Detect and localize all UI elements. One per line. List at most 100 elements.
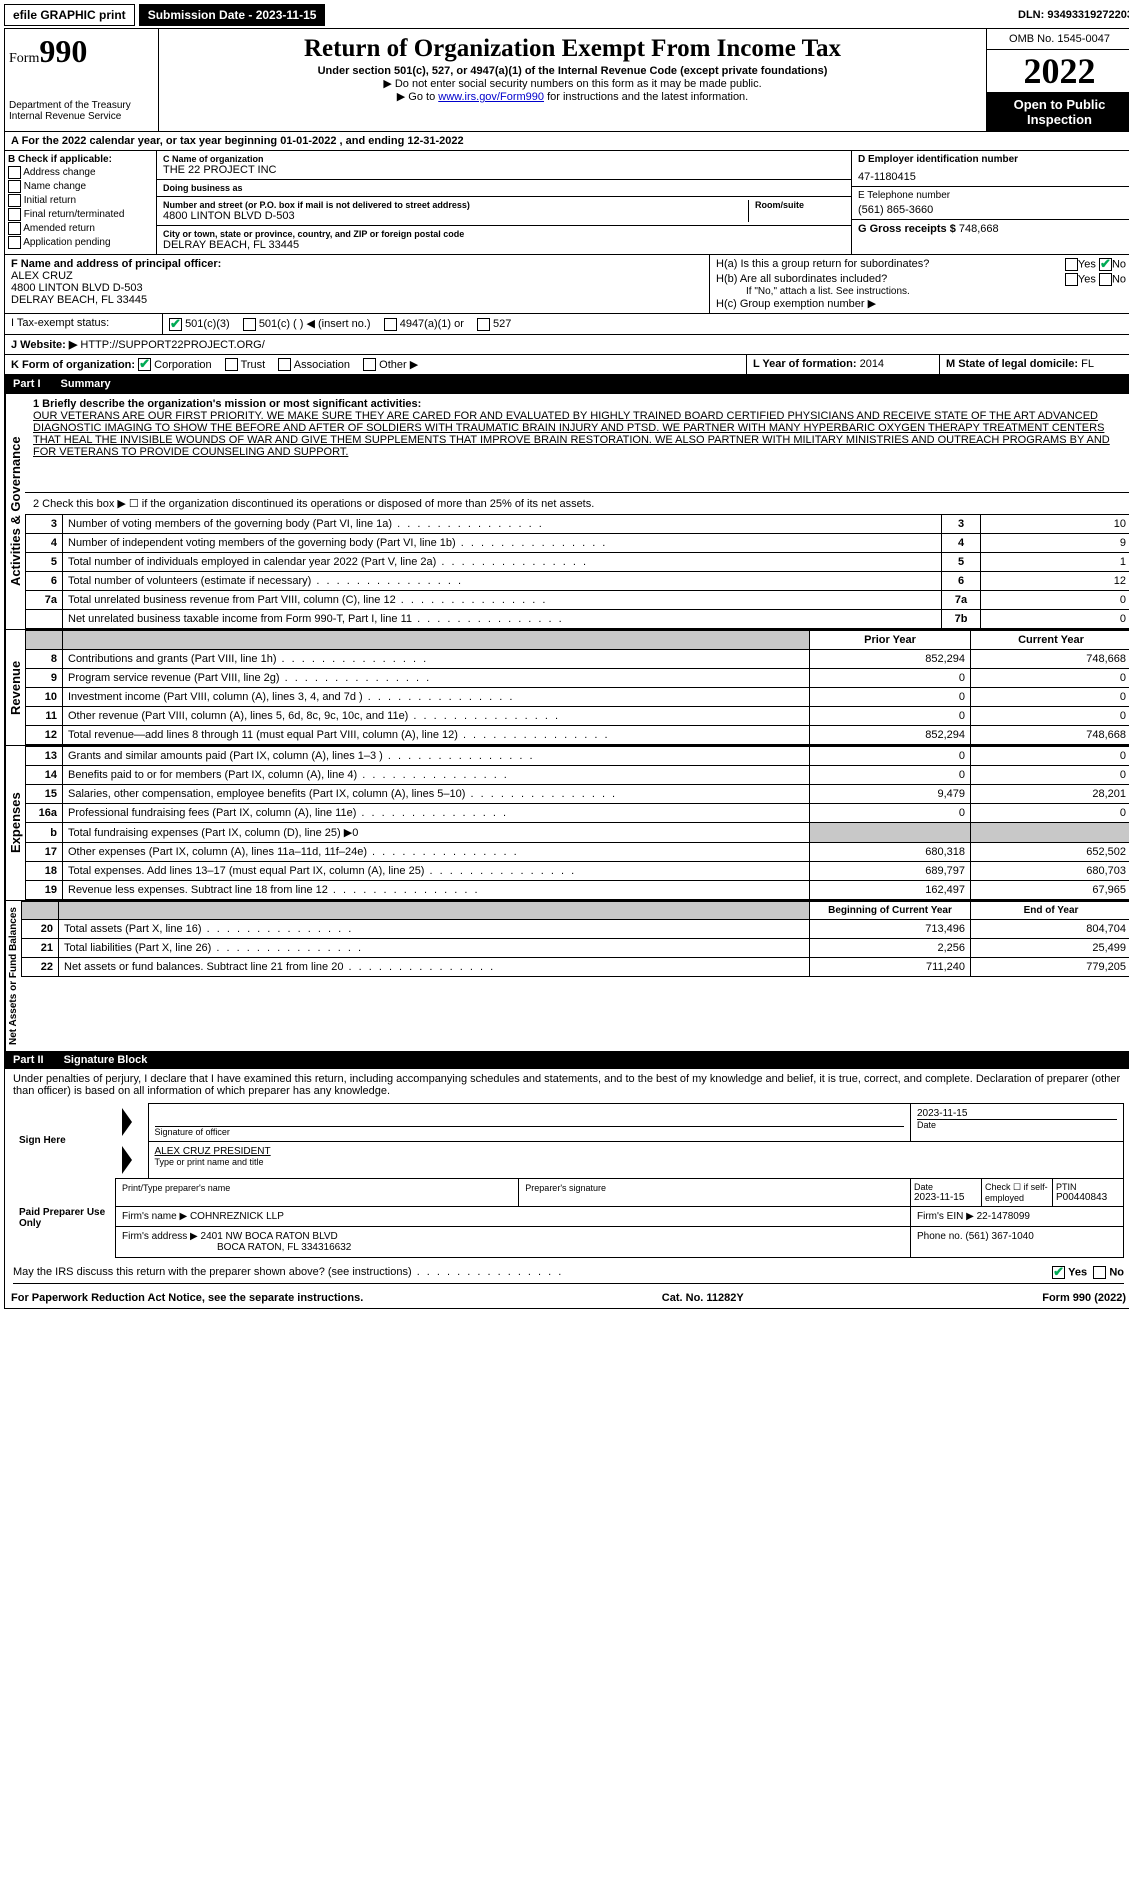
omb-number: OMB No. 1545-0047 (987, 29, 1129, 50)
cb-name-change[interactable]: Name change (8, 180, 153, 193)
revenue-table: Prior YearCurrent Year8Contributions and… (25, 630, 1129, 745)
sign-here-label: Sign Here (13, 1104, 116, 1179)
may-irs-text: May the IRS discuss this return with the… (13, 1266, 1052, 1279)
section-b-header: B Check if applicable: (8, 154, 153, 165)
officer-name-title: ALEX CRUZ PRESIDENT (155, 1146, 1118, 1157)
discuss-no[interactable] (1093, 1266, 1106, 1279)
open-inspection-badge: Open to Public Inspection (987, 93, 1129, 131)
officer-name: ALEX CRUZ (11, 270, 73, 282)
cb-amended[interactable]: Amended return (8, 222, 153, 235)
irs-link[interactable]: www.irs.gov/Form990 (438, 91, 544, 103)
prep-name-label: Print/Type preparer's name (122, 1183, 512, 1193)
hb-label: H(b) Are all subordinates included? (716, 273, 887, 286)
arrow-icon (122, 1108, 132, 1136)
cb-501c[interactable]: 501(c) ( ) ◀ (insert no.) (243, 318, 371, 330)
expenses-table: 13Grants and similar amounts paid (Part … (25, 746, 1129, 900)
irs-label: Internal Revenue Service (9, 111, 154, 122)
part1-title: Summary (61, 378, 111, 390)
prep-date-label: Date (914, 1182, 978, 1192)
cb-application-pending[interactable]: Application pending (8, 236, 153, 249)
ptin-value: P00440843 (1056, 1192, 1120, 1203)
submission-date-button[interactable]: Submission Date - 2023-11-15 (139, 4, 326, 26)
org-name: THE 22 PROJECT INC (163, 164, 845, 176)
form-title: Return of Organization Exempt From Incom… (163, 35, 982, 63)
pra-notice: For Paperwork Reduction Act Notice, see … (11, 1292, 363, 1304)
note-link: ▶ Go to www.irs.gov/Form990 for instruct… (163, 90, 982, 103)
date-label: Date (917, 1119, 1117, 1130)
cb-other[interactable]: Other ▶ (363, 359, 418, 371)
firm-phone: (561) 367-1040 (965, 1231, 1033, 1242)
ptin-label: PTIN (1056, 1182, 1120, 1192)
f-label: F Name and address of principal officer: (11, 258, 221, 270)
form-ref: Form 990 (2022) (1042, 1292, 1126, 1304)
part1-num: Part I (13, 378, 41, 390)
officer-addr2: DELRAY BEACH, FL 33445 (11, 294, 147, 306)
firm-ein-label: Firm's EIN ▶ (917, 1211, 974, 1222)
ha-label: H(a) Is this a group return for subordin… (716, 258, 929, 271)
mission-text: OUR VETERANS ARE OUR FIRST PRIORITY. WE … (33, 410, 1110, 458)
firm-addr2: BOCA RATON, FL 334316632 (122, 1242, 351, 1253)
governance-table: 3Number of voting members of the governi… (25, 514, 1129, 629)
hb-yes[interactable] (1065, 273, 1078, 286)
l-label: L Year of formation: (753, 358, 857, 370)
firm-name: COHNREZNICK LLP (190, 1211, 284, 1222)
l2-text: 2 Check this box ▶ ☐ if the organization… (25, 492, 1129, 514)
sig-officer-label: Signature of officer (155, 1126, 905, 1137)
addr-label: Number and street (or P.O. box if mail i… (163, 200, 748, 210)
ein-label: D Employer identification number (858, 154, 1126, 165)
period-row: A For the 2022 calendar year, or tax yea… (5, 132, 1129, 151)
cb-trust[interactable]: Trust (225, 359, 266, 371)
cb-527[interactable]: 527 (477, 318, 511, 330)
firm-phone-label: Phone no. (917, 1231, 963, 1242)
dept-label: Department of the Treasury (9, 100, 154, 111)
cb-4947[interactable]: 4947(a)(1) or (384, 318, 464, 330)
paid-preparer-label: Paid Preparer Use Only (13, 1178, 116, 1257)
discuss-yes[interactable] (1052, 1266, 1065, 1279)
self-employed[interactable]: Check ☐ if self-employed (982, 1179, 1053, 1206)
ha-no[interactable] (1099, 258, 1112, 271)
cb-501c3[interactable]: 501(c)(3) (169, 318, 230, 330)
j-label: J Website: ▶ (11, 339, 77, 351)
cb-assoc[interactable]: Association (278, 359, 350, 371)
type-print-label: Type or print name and title (155, 1157, 1118, 1167)
cat-no: Cat. No. 11282Y (662, 1292, 744, 1304)
cb-final-return[interactable]: Final return/terminated (8, 208, 153, 221)
year-formation: 2014 (860, 358, 884, 370)
l1-label: 1 Briefly describe the organization's mi… (33, 398, 421, 410)
tax-year: 2022 (987, 50, 1129, 93)
state-domicile: FL (1081, 358, 1094, 370)
firm-addr-label: Firm's address ▶ (122, 1231, 198, 1242)
prep-date: 2023-11-15 (914, 1192, 978, 1203)
side-revenue: Revenue (5, 630, 25, 745)
org-city: DELRAY BEACH, FL 33445 (163, 239, 845, 251)
cb-address-change[interactable]: Address change (8, 166, 153, 179)
i-label: I Tax-exempt status: (5, 314, 163, 334)
side-netassets: Net Assets or Fund Balances (5, 901, 21, 1051)
dba-label: Doing business as (163, 183, 845, 193)
c-name-label: C Name of organization (163, 154, 845, 164)
efile-button[interactable]: efile GRAPHIC print (4, 4, 135, 26)
side-expenses: Expenses (5, 746, 25, 900)
dln-text: DLN: 93493319272203 (1018, 9, 1129, 21)
k-label: K Form of organization: (11, 359, 135, 371)
m-label: M State of legal domicile: (946, 358, 1078, 370)
hc-label: H(c) Group exemption number ▶ (716, 297, 1126, 310)
cb-corp[interactable]: Corporation (138, 359, 212, 371)
arrow-icon (122, 1146, 132, 1174)
prep-sig-label: Preparer's signature (525, 1183, 904, 1193)
form-subtitle: Under section 501(c), 527, or 4947(a)(1)… (163, 65, 982, 77)
hb-no[interactable] (1099, 273, 1112, 286)
hb-note: If "No," attach a list. See instructions… (716, 286, 1126, 297)
ha-yes[interactable] (1065, 258, 1078, 271)
firm-ein: 22-1478099 (977, 1211, 1030, 1222)
cb-initial-return[interactable]: Initial return (8, 194, 153, 207)
gross-receipts-value: 748,668 (959, 223, 999, 235)
perjury-declaration: Under penalties of perjury, I declare th… (13, 1073, 1124, 1097)
ein-value: 47-1180415 (858, 171, 1126, 183)
phone-value: (561) 865-3660 (858, 204, 1126, 216)
side-governance: Activities & Governance (5, 394, 25, 629)
city-label: City or town, state or province, country… (163, 229, 845, 239)
netassets-table: Beginning of Current YearEnd of Year20To… (21, 901, 1129, 977)
note-ssn: ▶ Do not enter social security numbers o… (163, 77, 982, 90)
sig-date: 2023-11-15 (917, 1108, 1117, 1119)
